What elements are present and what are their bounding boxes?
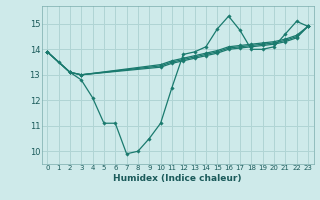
X-axis label: Humidex (Indice chaleur): Humidex (Indice chaleur): [113, 174, 242, 183]
